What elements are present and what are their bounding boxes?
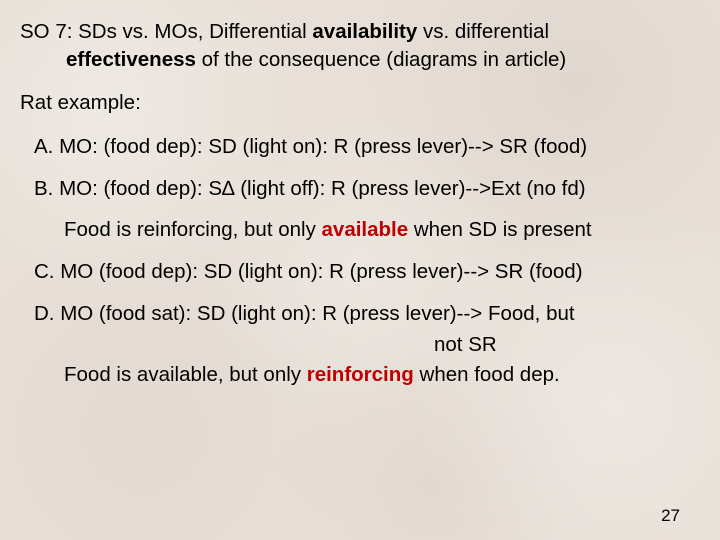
item-b-note: Food is reinforcing, but only available … — [20, 216, 700, 244]
item-b-note-red: available — [322, 218, 409, 241]
slide-heading-line1: SO 7: SDs vs. MOs, Differential availabi… — [20, 18, 700, 46]
heading-l1-pre: SO 7: SDs vs. MOs, Differential — [20, 20, 312, 43]
subheading: Rat example: — [20, 89, 700, 117]
slide-heading-line2: effectiveness of the consequence (diagra… — [20, 46, 700, 74]
item-d-line2: not SR — [20, 331, 700, 359]
heading-l1-post: vs. differential — [417, 20, 549, 43]
item-d-note-pre: Food is available, but only — [64, 363, 307, 386]
heading-l2-bold: effectiveness — [66, 48, 196, 71]
heading-l1-bold: availability — [312, 20, 417, 43]
item-b-note-post: when SD is present — [408, 218, 591, 241]
item-c: C. MO (food dep): SD (light on): R (pres… — [20, 258, 700, 286]
item-b-note-pre: Food is reinforcing, but only — [64, 218, 322, 241]
heading-l2-post: of the consequence (diagrams in article) — [196, 48, 566, 71]
item-d-line1: D. MO (food sat): SD (light on): R (pres… — [20, 300, 700, 328]
item-d-note-red: reinforcing — [307, 363, 414, 386]
page-number: 27 — [661, 506, 680, 526]
item-d-note-post: when food dep. — [414, 363, 560, 386]
item-b: B. MO: (food dep): S∆ (light off): R (pr… — [20, 175, 700, 203]
item-d-note: Food is available, but only reinforcing … — [20, 361, 700, 389]
item-a: A. MO: (food dep): SD (light on): R (pre… — [20, 133, 700, 161]
